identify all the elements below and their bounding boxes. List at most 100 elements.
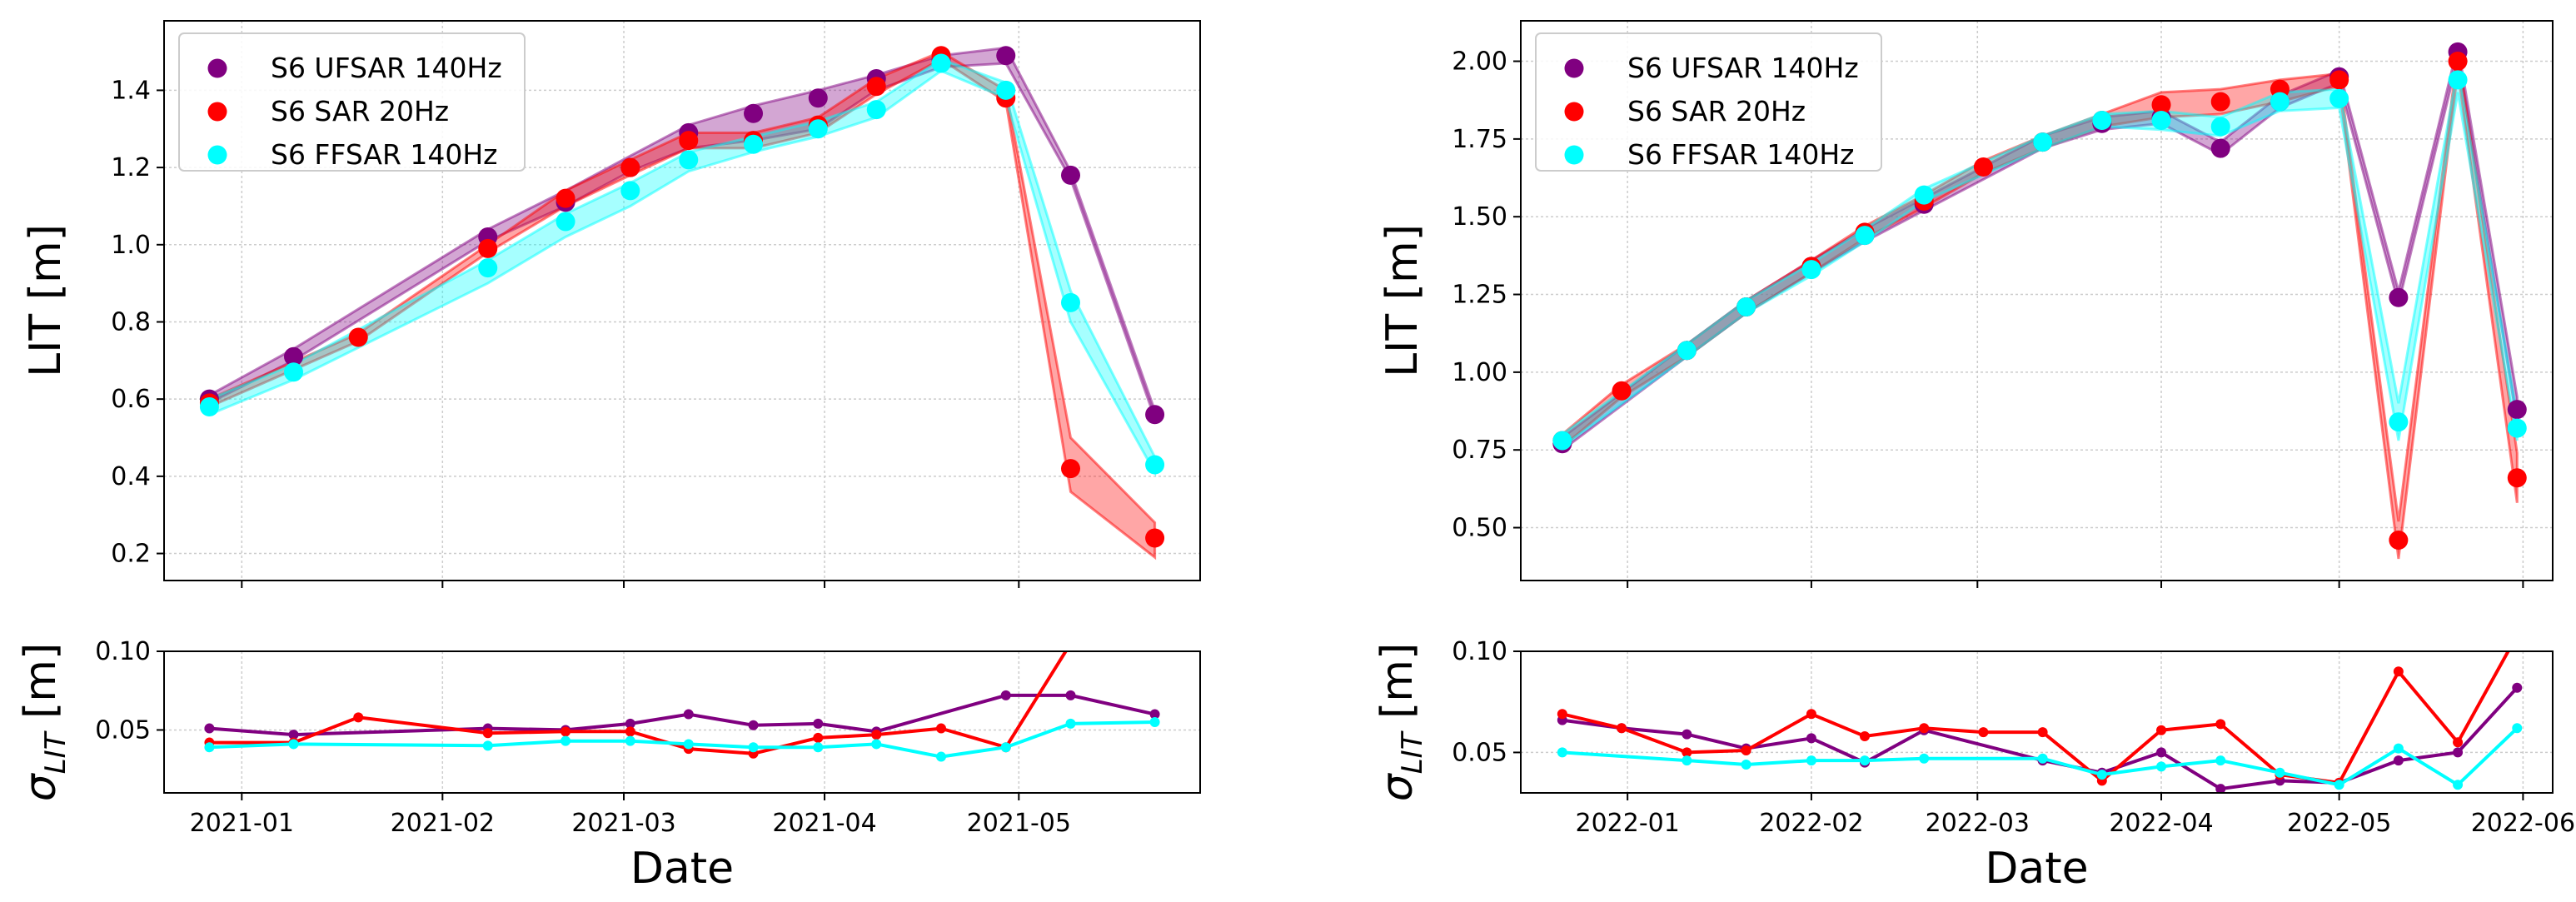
point-s6-sar-20hz bbox=[813, 732, 824, 743]
legend-marker bbox=[1564, 102, 1584, 122]
point-s6-sar-20hz bbox=[561, 726, 571, 737]
point-s6-ufsar-140hz bbox=[288, 730, 299, 740]
point-s6-sar-20hz bbox=[1978, 727, 1989, 738]
y-tick-label: 1.00 bbox=[1452, 358, 1507, 387]
point-s6-ffsar-140hz bbox=[2037, 753, 2048, 764]
legend-marker bbox=[1564, 145, 1584, 165]
y-axis-title-unit: [m] bbox=[16, 643, 66, 733]
point-s6-sar-20hz bbox=[1860, 731, 1870, 741]
plot-area bbox=[1557, 651, 2523, 793]
x-tick-label: 2022-03 bbox=[1926, 809, 2030, 838]
band-s6-sar-20hz bbox=[207, 50, 1157, 561]
point-s6-ffsar-140hz bbox=[1145, 455, 1165, 475]
point-s6-ffsar-140hz bbox=[744, 134, 764, 154]
legend: S6 UFSAR 140Hz S6 SAR 20Hz S6 FFSAR 140Hz bbox=[1535, 32, 1882, 172]
point-s6-ffsar-140hz bbox=[748, 742, 759, 753]
y-tick-label: 0.4 bbox=[111, 462, 151, 491]
point-s6-ffsar-140hz bbox=[808, 119, 828, 139]
point-s6-ffsar-140hz bbox=[2275, 767, 2285, 778]
point-s6-ffsar-140hz bbox=[1000, 742, 1011, 753]
point-s6-ffsar-140hz bbox=[2156, 761, 2167, 772]
legend-label: S6 FFSAR 140Hz bbox=[1627, 138, 1855, 171]
point-s6-ffsar-140hz bbox=[1557, 747, 1567, 758]
legend-marker bbox=[207, 102, 227, 122]
y-tick-label: 2.00 bbox=[1452, 47, 1507, 77]
point-s6-ffsar-140hz bbox=[2448, 70, 2468, 90]
point-s6-ffsar-140hz bbox=[1065, 718, 1076, 729]
point-s6-ffsar-140hz bbox=[2329, 88, 2349, 108]
point-s6-sar-20hz bbox=[679, 131, 699, 151]
point-s6-sar-20hz bbox=[1741, 745, 1751, 755]
axes-frame bbox=[1520, 20, 2554, 581]
right-lit-panel: 0.50 0.75 1.00 1.25 1.50 1.75 2.00 LIT [m] S6 UF… bbox=[1378, 20, 2554, 588]
legend-marker bbox=[207, 58, 227, 78]
legend-box bbox=[178, 32, 526, 172]
y-axis-title-sub: LIT bbox=[39, 730, 72, 774]
point-s6-ufsar-140hz bbox=[744, 103, 764, 123]
legend: S6 UFSAR 140Hz S6 SAR 20Hz S6 FFSAR 140Hz bbox=[178, 32, 526, 172]
point-s6-ufsar-140hz bbox=[996, 46, 1016, 66]
point-s6-sar-20hz bbox=[1061, 459, 1080, 479]
x-tick-label: 2021-03 bbox=[571, 809, 675, 838]
x-tick-label: 2021-01 bbox=[190, 809, 294, 838]
y-tick-label: 0.2 bbox=[111, 540, 151, 569]
point-s6-ufsar-140hz bbox=[2453, 747, 2464, 758]
point-s6-sar-20hz bbox=[620, 157, 640, 177]
point-s6-ufsar-140hz bbox=[2210, 138, 2230, 158]
axes-frame bbox=[163, 20, 1201, 581]
legend-label: S6 FFSAR 140Hz bbox=[271, 138, 498, 171]
point-s6-ufsar-140hz bbox=[2507, 400, 2527, 420]
point-s6-ffsar-140hz bbox=[620, 181, 640, 201]
point-s6-ffsar-140hz bbox=[683, 739, 694, 750]
y-axis-title: σLIT [m] bbox=[16, 643, 72, 801]
point-s6-sar-20hz bbox=[1919, 723, 1930, 734]
y-tick-label: 1.75 bbox=[1452, 125, 1507, 154]
point-s6-sar-20hz bbox=[478, 238, 498, 258]
point-s6-sar-20hz bbox=[2507, 468, 2527, 488]
legend-label: S6 SAR 20Hz bbox=[271, 95, 449, 127]
point-s6-ffsar-140hz bbox=[625, 735, 635, 746]
point-s6-ffsar-140hz bbox=[199, 396, 219, 416]
point-s6-sar-20hz bbox=[1145, 528, 1165, 548]
y-tick-label: 1.0 bbox=[111, 231, 151, 260]
point-s6-ufsar-140hz bbox=[2156, 747, 2167, 758]
point-s6-ffsar-140hz bbox=[813, 742, 824, 753]
axes-frame bbox=[1520, 650, 2554, 794]
point-s6-ffsar-140hz bbox=[871, 739, 882, 750]
point-s6-ufsar-140hz bbox=[1806, 733, 1816, 744]
grid-lines bbox=[164, 21, 1200, 581]
point-s6-sar-20hz bbox=[482, 728, 493, 739]
left-sigma-panel: 0.05 0.10 2021-01 2021-02 2021-03 2021-04 2021… bbox=[16, 637, 1201, 894]
point-s6-sar-20hz bbox=[556, 188, 575, 208]
point-s6-ffsar-140hz bbox=[1741, 760, 1751, 770]
point-s6-ffsar-140hz bbox=[2270, 92, 2290, 112]
point-s6-ffsar-140hz bbox=[2507, 418, 2527, 438]
x-tick-label: 2022-02 bbox=[1759, 809, 1863, 838]
point-s6-ffsar-140hz bbox=[2393, 743, 2404, 754]
y-tick-label: 0.6 bbox=[111, 385, 151, 414]
y-tick-label: 0.05 bbox=[95, 715, 151, 745]
point-s6-sar-20hz bbox=[2156, 725, 2167, 735]
point-s6-sar-20hz bbox=[2210, 92, 2230, 112]
point-s6-ffsar-140hz bbox=[2453, 780, 2464, 790]
y-axis-title: LIT [m] bbox=[21, 224, 71, 377]
point-s6-ffsar-140hz bbox=[2210, 117, 2230, 137]
point-s6-ffsar-140hz bbox=[1801, 260, 1821, 280]
point-s6-ffsar-140hz bbox=[2512, 723, 2523, 734]
point-s6-ffsar-140hz bbox=[2389, 412, 2409, 432]
point-s6-sar-20hz bbox=[1557, 709, 1567, 720]
point-s6-sar-20hz bbox=[936, 723, 946, 734]
legend-label: S6 UFSAR 140Hz bbox=[1627, 52, 1859, 84]
point-s6-ufsar-140hz bbox=[808, 88, 828, 108]
point-s6-ffsar-140hz bbox=[1682, 755, 1692, 766]
point-s6-ffsar-140hz bbox=[561, 735, 571, 746]
point-s6-sar-20hz bbox=[1617, 723, 1627, 734]
point-s6-ffsar-140hz bbox=[556, 212, 575, 232]
x-tick-label: 2021-02 bbox=[391, 809, 495, 838]
x-tick-label: 2021-05 bbox=[967, 809, 1071, 838]
point-s6-sar-20hz bbox=[2037, 727, 2048, 738]
point-s6-sar-20hz bbox=[2215, 719, 2226, 730]
point-s6-ffsar-140hz bbox=[1736, 297, 1756, 316]
legend-marker bbox=[207, 145, 227, 165]
